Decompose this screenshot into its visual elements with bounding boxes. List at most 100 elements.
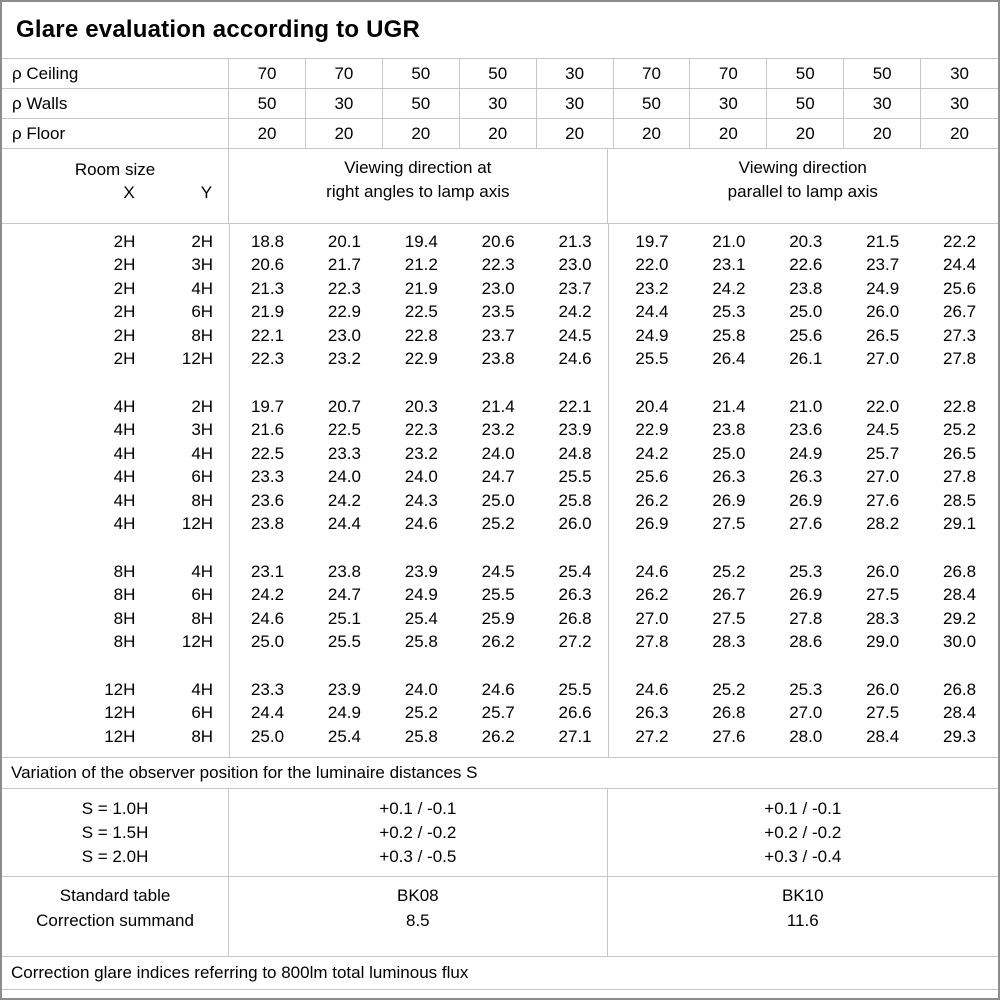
ugr-value-cell: 25.3	[789, 679, 823, 699]
reflectance-value: 20	[767, 119, 845, 148]
ugr-value-cell: 28.4	[866, 726, 900, 746]
reflectance-value: 50	[383, 59, 460, 88]
room-y-value: 2H	[191, 396, 214, 416]
reflectance-value: 20	[950, 123, 969, 143]
ugr-value-cell: 24.6	[481, 679, 515, 699]
header-line: right angles to lamp axis	[326, 182, 510, 201]
ugr-value-cell: 24.0	[404, 467, 438, 487]
ugr-value-cell: 24.2	[250, 585, 285, 605]
room-x-value: 2H	[113, 349, 136, 369]
ugr-value-cell: 23.0	[327, 325, 361, 345]
room-y-value: 6H	[191, 467, 214, 487]
reflectance-value: 20	[460, 119, 537, 148]
ugr-value-cell: 23.3	[250, 679, 285, 699]
s-labels-column: S = 1.0H S = 1.5H S = 2.0H	[2, 789, 230, 876]
ugr-value-cell: 28.0	[789, 726, 823, 746]
ugr-value-cell: 23.8	[789, 278, 823, 298]
ugr-value-cell: 27.2	[635, 726, 669, 746]
ugr-value-cell: 25.5	[635, 349, 669, 369]
ugr-value-cell: 26.7	[942, 302, 977, 322]
table-row: 12H 4H 23.3 23.9 24.0 24.6 25.5 24.6 25.2 25.3 26.…	[2, 678, 998, 702]
ugr-value-cell: 21.0	[789, 396, 823, 416]
ugr-value-cell: 27.6	[712, 726, 746, 746]
room-y-value: 4H	[191, 561, 214, 581]
ugr-value-cell: 24.7	[481, 467, 515, 487]
ugr-value-cell: 21.9	[404, 278, 438, 298]
variation-value: +0.1 / -0.1	[379, 798, 457, 818]
table-row: 8H 8H 24.6 25.1 25.4 25.9 26.8 27.0 27.5 27.8 28.3…	[2, 607, 998, 631]
ugr-value-cell: 25.4	[327, 726, 361, 746]
column-header-row: Room size X Y Viewing direction at right…	[2, 149, 998, 224]
ugr-value-cell: 19.7	[250, 396, 285, 416]
reflectance-value: 50	[767, 59, 845, 88]
reflectance-label: ρ Walls	[2, 89, 230, 118]
room-y-value: 8H	[191, 608, 214, 628]
ugr-value-cell: 27.5	[712, 514, 746, 534]
ugr-value-cell: 29.3	[942, 726, 977, 746]
ugr-value-cell: 27.1	[558, 726, 592, 746]
ugr-value-cell: 18.8	[250, 231, 285, 251]
ugr-value-cell: 20.3	[789, 231, 823, 251]
room-y-value: 4H	[191, 278, 214, 298]
reflectance-value: 30	[950, 93, 969, 113]
ugr-value-cell: 23.1	[250, 561, 285, 581]
table-row: 2H 4H 21.3 22.3 21.9 23.0 23.7 23.2 24.2 23.8 24.9…	[2, 277, 998, 301]
ugr-value-cell: 25.6	[635, 467, 669, 487]
reflectance-value: 30	[844, 89, 922, 118]
room-x-value: 12H	[104, 726, 136, 746]
ugr-value-cell: 22.9	[327, 302, 361, 322]
room-size-title: Room size	[74, 160, 156, 179]
ugr-value-cell: 23.8	[327, 561, 361, 581]
room-y-value: 6H	[191, 585, 214, 605]
table-row: 8H 6H 24.2 24.7 24.9 25.5 26.3 26.2 26.7 26.9 27.5…	[2, 584, 998, 608]
ugr-value-cell: 21.5	[866, 231, 900, 251]
ugr-value-cell: 19.4	[404, 231, 438, 251]
reflectance-value: 70	[690, 59, 768, 88]
room-x-value: 4H	[113, 420, 136, 440]
room-size-xy: X Y	[2, 181, 228, 205]
ugr-value-cell: 27.0	[789, 703, 823, 723]
ugr-value-cell: 26.9	[712, 490, 746, 510]
ugr-value-cell: 25.5	[558, 467, 592, 487]
ugr-value-cell: 23.2	[404, 443, 438, 463]
ugr-value-cell: 26.8	[558, 608, 592, 628]
reflectance-value: 50	[460, 59, 537, 88]
ugr-value-cell: 26.9	[635, 514, 669, 534]
ugr-value-cell: 22.3	[404, 420, 438, 440]
ugr-value-cell: 23.9	[327, 679, 361, 699]
room-x-value: 12H	[104, 679, 136, 699]
ugr-value-cell: 25.1	[327, 608, 361, 628]
header-line: Viewing direction	[738, 158, 867, 177]
reflectance-value: 20	[844, 119, 922, 148]
ugr-value-cell: 27.5	[866, 585, 900, 605]
ugr-value-cell: 26.3	[558, 585, 592, 605]
ugr-value-cell: 20.6	[250, 255, 285, 275]
ugr-value-cell: 27.6	[789, 514, 823, 534]
table-row: 2H 2H 18.8 20.1 19.4 20.6 21.3 19.7 21.0 20.3 21.5…	[2, 230, 998, 254]
table-row: 12H 8H 25.0 25.4 25.8 26.2 27.1 27.2 27.6 28.0 28.…	[2, 725, 998, 749]
ugr-value-cell: 24.0	[404, 679, 438, 699]
reflectance-value: 30	[537, 89, 614, 118]
room-y-value: 4H	[191, 679, 214, 699]
observer-variation-block: S = 1.0H S = 1.5H S = 2.0H +0.1 / -0.1 +0.2…	[2, 789, 998, 877]
summary-right-angles: BK08 8.5	[229, 877, 608, 956]
s-right-angles-column: +0.1 / -0.1 +0.2 / -0.2 +0.3 / -0.5	[229, 789, 608, 876]
ugr-value-cell: 23.2	[481, 420, 515, 440]
ugr-value-cell: 22.8	[404, 325, 438, 345]
ugr-value-cell: 29.0	[866, 632, 900, 652]
ugr-value-cell: 22.0	[866, 396, 900, 416]
ugr-value-cell: 26.8	[942, 679, 977, 699]
ugr-value-cell: 22.9	[404, 349, 438, 369]
ugr-value-cell: 25.8	[404, 632, 438, 652]
reflectance-value: 20	[537, 119, 614, 148]
ugr-value-cell: 26.8	[712, 703, 746, 723]
ugr-value-cell: 26.7	[712, 585, 746, 605]
ugr-value-cell: 20.1	[327, 231, 361, 251]
reflectance-value: 30	[460, 89, 537, 118]
room-y-value: 12H	[181, 632, 214, 652]
ugr-value-cell: 25.2	[712, 679, 746, 699]
ugr-value-cell: 27.2	[558, 632, 592, 652]
room-y-value: 3H	[191, 255, 214, 275]
reflectance-value: 30	[306, 89, 383, 118]
